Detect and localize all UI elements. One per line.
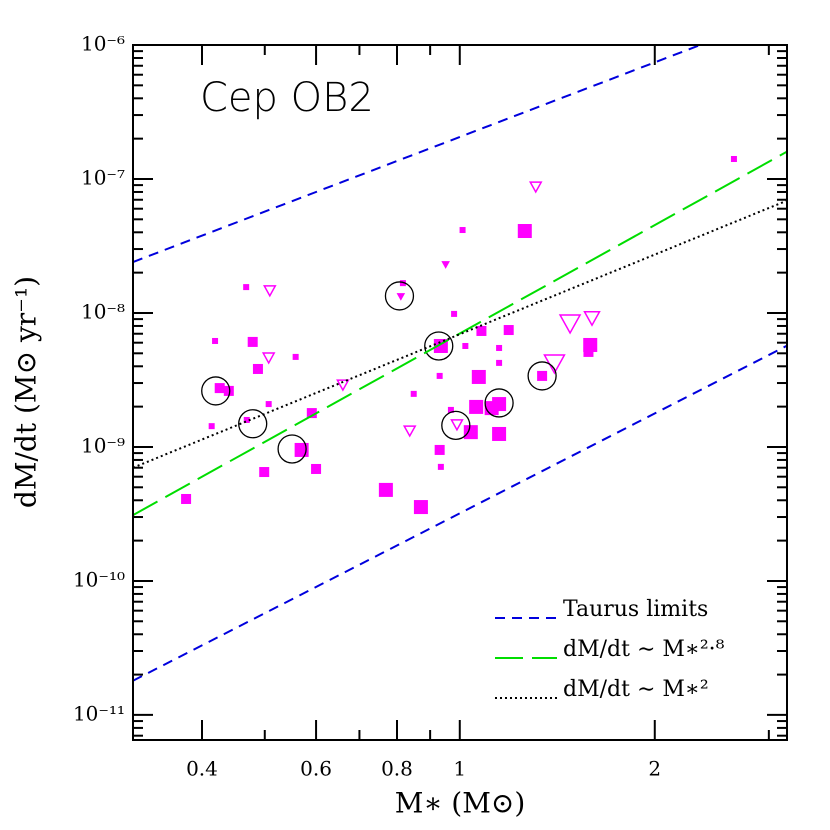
square-marker [537,370,548,381]
square-marker [243,416,250,423]
square-marker [223,385,234,396]
square-marker [583,346,594,357]
circle-marker [527,361,557,391]
triangle-marker [441,261,450,269]
x-tick-label: 2 [648,757,661,781]
plot-frame [132,44,788,741]
x-tick-label: 0.4 [186,757,218,781]
square-marker [399,280,406,287]
x-tick-label: 0.6 [300,757,332,781]
square-marker [212,337,219,344]
square-marker [410,390,417,397]
circle-marker [484,388,514,418]
square-marker [496,359,503,366]
square-marker [243,284,250,291]
triangle-marker [263,285,277,298]
square-marker [306,408,317,419]
legend-label: Taurus limits [563,597,708,622]
circle-marker [441,410,471,440]
square-marker [247,336,258,347]
annotation: Cep OB2 [200,75,374,121]
y-tick-label: 10⁻⁶ [81,32,125,56]
square-marker [496,344,503,351]
square-marker [181,493,192,504]
square-marker [471,369,486,384]
square-marker [434,444,445,455]
trend-line [133,344,787,682]
x-axis-label: M∗ (M⊙) [395,787,526,820]
square-marker [436,372,443,379]
plot-area [133,45,787,682]
square-marker [503,325,514,336]
trend-line [133,150,787,516]
square-marker [492,426,507,441]
legend-label: dM/dt ∼ M∗² [563,677,709,702]
y-tick-label: 10⁻¹⁰ [73,567,125,591]
square-marker [413,500,428,515]
square-marker [492,397,507,412]
triangle-marker [583,311,601,327]
square-marker [311,463,322,474]
square-marker [517,224,532,239]
square-marker [463,425,478,440]
y-tick-label: 10⁻¹¹ [73,701,125,725]
circle-marker [201,376,231,406]
square-marker [252,363,263,374]
circle-marker [238,409,268,439]
square-marker [208,423,215,430]
x-tick-label: 0.8 [381,757,413,781]
square-marker [451,310,458,317]
square-marker [730,155,737,162]
square-marker [447,406,454,413]
square-marker [214,383,225,394]
triangle-marker [528,181,543,194]
legend-label: dM/dt ∼ M∗²·⁸ [563,637,725,662]
y-tick-label: 10⁻⁸ [81,299,125,323]
circle-marker [424,331,454,361]
square-marker [462,342,469,349]
triangle-marker [402,425,417,438]
square-marker [459,227,466,234]
square-marker [292,353,299,360]
triangle-marker [450,419,464,432]
triangle-marker [336,379,350,392]
square-marker [378,482,393,497]
square-marker [259,467,270,478]
triangle-marker [261,352,276,365]
circle-marker [277,434,307,464]
circle-marker [384,281,415,311]
triangle-marker [558,314,582,335]
square-marker [437,463,444,470]
y-tick-label: 10⁻⁹ [81,433,125,457]
square-marker [265,401,272,408]
square-marker [469,399,484,414]
y-tick-label: 10⁻⁷ [81,165,125,189]
x-tick-label: 1 [453,757,466,781]
square-marker [476,325,487,336]
triangle-marker [396,293,406,301]
y-axis-label: dM/dt (M⊙ yr⁻¹) [10,276,43,508]
